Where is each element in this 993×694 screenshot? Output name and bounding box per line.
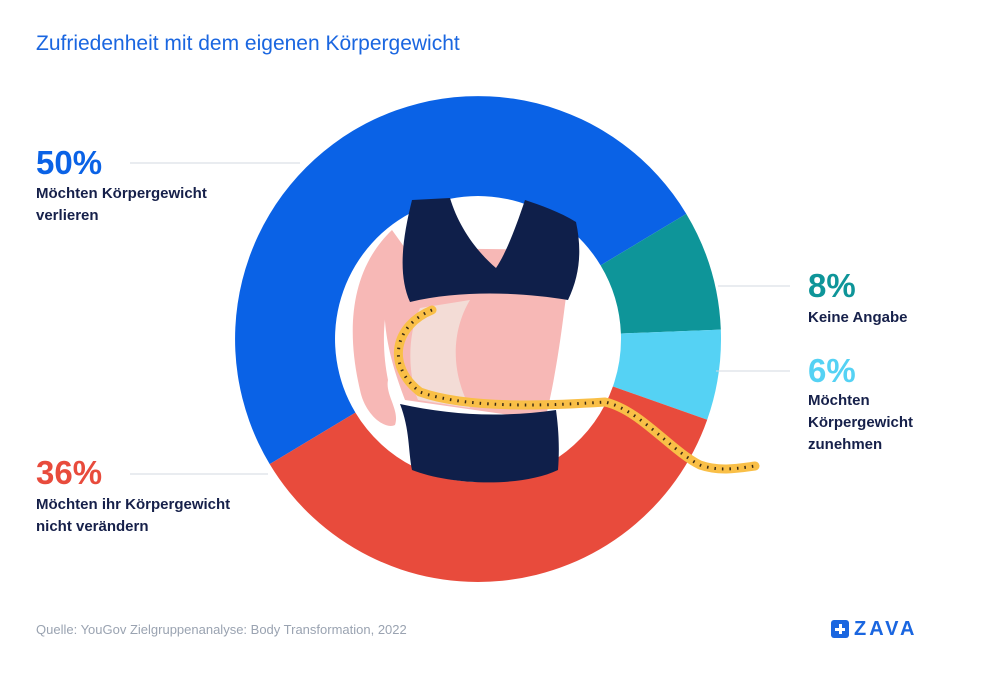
donut-slice-1 [600, 213, 721, 334]
label-no-answer-percent: 8% [808, 267, 856, 304]
donut-slice-3 [269, 386, 708, 582]
bra-top [402, 198, 580, 302]
donut-slices [235, 96, 721, 582]
label-lose-text: Möchten Körpergewicht verlieren [36, 185, 207, 224]
measuring-tape-ticks [396, 308, 756, 471]
label-no-change-text: Möchten ihr Körpergewicht nicht veränder… [36, 496, 231, 535]
zava-logo: ZAVA [831, 618, 917, 640]
chart-title: Zufriedenheit mit dem eigenen Körpergewi… [36, 32, 460, 55]
label-gain-percent: 6% [808, 352, 856, 389]
plus-cross-icon [831, 620, 849, 638]
donut-slice-0 [235, 96, 687, 465]
source-note: Quelle: YouGov Zielgruppenanalyse: Body … [36, 622, 407, 637]
body-illustration [352, 198, 760, 483]
logo-text: ZAVA [854, 617, 918, 640]
label-no-change-percent: 36% [36, 454, 103, 491]
donut-slice-2 [612, 329, 721, 420]
label-gain-text: Möchten Körpergewicht zunehmen [808, 392, 914, 453]
torso-shadow [410, 300, 470, 408]
label-no-answer-text: Keine Angabe [808, 309, 908, 326]
leader-lines [130, 162, 790, 475]
briefs [400, 404, 559, 483]
left-arm [352, 230, 410, 426]
label-lose-percent: 50% [36, 144, 103, 181]
